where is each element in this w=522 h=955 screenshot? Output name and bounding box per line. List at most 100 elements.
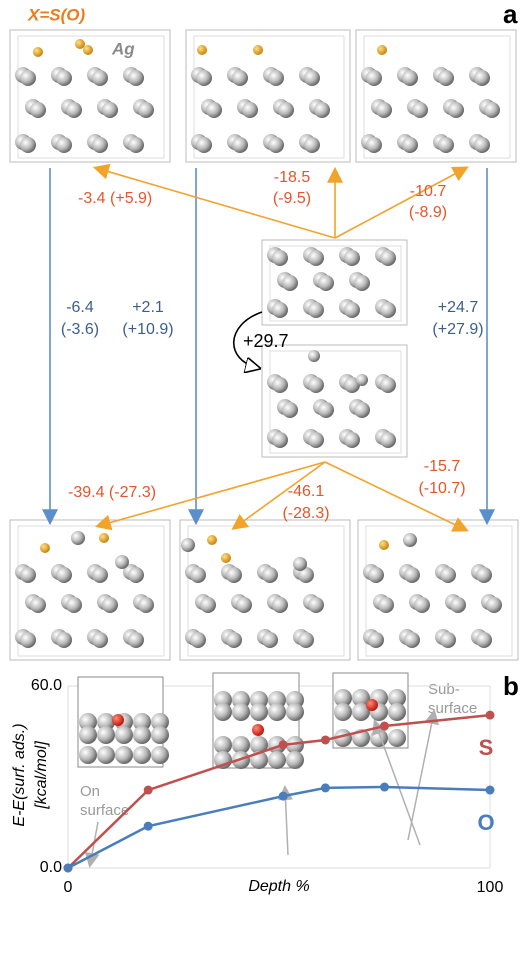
atom <box>344 250 360 266</box>
atom <box>138 597 154 613</box>
atom <box>75 39 85 49</box>
atom <box>354 402 370 418</box>
data-point <box>144 822 153 831</box>
atom <box>318 402 334 418</box>
atom <box>368 632 384 648</box>
metal-label: Ag <box>111 39 135 58</box>
atom <box>380 302 396 318</box>
atom <box>308 377 324 393</box>
atom <box>268 703 286 721</box>
atom <box>404 567 420 583</box>
atom <box>262 632 278 648</box>
atom <box>226 632 242 648</box>
atom <box>308 432 324 448</box>
energy-label: (-10.7) <box>418 480 465 497</box>
atom <box>354 275 370 291</box>
data-point <box>486 711 495 720</box>
atom <box>97 726 115 744</box>
atom <box>388 729 406 747</box>
atom <box>133 746 151 764</box>
atom <box>388 703 406 721</box>
annotation: Sub- <box>428 681 460 698</box>
atom <box>272 377 288 393</box>
atom <box>242 102 258 118</box>
data-point <box>279 740 288 749</box>
atom <box>99 533 109 543</box>
atom <box>403 533 417 547</box>
atom <box>412 102 428 118</box>
figure: a X=S(O) Ag -3.4 (+5.9) -18.5 (-9.5) -10… <box>0 0 522 955</box>
atom <box>268 751 286 769</box>
atom <box>293 557 307 571</box>
atom <box>448 102 464 118</box>
energy-label: -10.7 <box>410 183 447 200</box>
atom <box>440 632 456 648</box>
atom <box>97 746 115 764</box>
atom <box>79 746 97 764</box>
energy-label: -15.7 <box>424 458 461 475</box>
atom <box>304 70 320 86</box>
atom <box>404 632 420 648</box>
energy-label: (-9.5) <box>273 190 311 207</box>
atom <box>128 137 144 153</box>
atom <box>298 632 314 648</box>
data-point <box>279 792 288 801</box>
atom <box>356 374 368 386</box>
atom <box>366 137 382 153</box>
atom <box>268 137 284 153</box>
y-tick-label: 60.0 <box>31 677 62 694</box>
atom <box>40 543 50 553</box>
atom <box>308 597 324 613</box>
atom <box>226 567 242 583</box>
arrow <box>335 168 466 238</box>
atom <box>476 567 492 583</box>
atom <box>115 555 129 569</box>
atom <box>376 102 392 118</box>
data-point <box>144 786 153 795</box>
atom <box>133 726 151 744</box>
species-label: X=S(O) <box>27 5 85 24</box>
energy-label: +2.1 <box>132 299 164 316</box>
x-axis-label: Depth % <box>248 878 309 895</box>
energy-label: -39.4 (-27.3) <box>68 484 156 501</box>
energy-label: (+27.9) <box>432 321 483 338</box>
atom <box>115 726 133 744</box>
atom <box>278 102 294 118</box>
atom <box>66 102 82 118</box>
atom <box>334 703 352 721</box>
energy-label: -3.4 (+5.9) <box>78 190 152 207</box>
x-tick-label: 0 <box>64 879 73 896</box>
panel-label: b <box>503 671 519 701</box>
atom <box>414 597 430 613</box>
atom <box>438 70 454 86</box>
atom <box>272 432 288 448</box>
y-axis-label: [kcal/mol] <box>33 741 50 810</box>
atom <box>102 597 118 613</box>
data-point <box>321 735 330 744</box>
data-point <box>321 783 330 792</box>
atom <box>308 250 324 266</box>
y-axis-label: E-E(surf. ads.) <box>11 723 28 826</box>
energy-label: -18.5 <box>274 169 311 186</box>
atom <box>207 535 217 545</box>
atom <box>236 597 252 613</box>
atom <box>214 703 232 721</box>
atom <box>128 632 144 648</box>
atom <box>344 432 360 448</box>
atom <box>66 597 82 613</box>
atom <box>486 597 502 613</box>
atom <box>92 70 108 86</box>
atom <box>56 137 72 153</box>
atom <box>308 302 324 318</box>
atom <box>474 70 490 86</box>
data-point <box>380 783 389 792</box>
atom <box>272 302 288 318</box>
energy-label: -6.4 <box>66 299 94 316</box>
atom <box>380 377 396 393</box>
atom <box>112 714 124 726</box>
y-tick-label: 0.0 <box>40 859 62 876</box>
atom <box>252 724 264 736</box>
energy-label: -46.1 <box>288 483 325 500</box>
atom <box>282 275 298 291</box>
atom <box>79 726 97 744</box>
